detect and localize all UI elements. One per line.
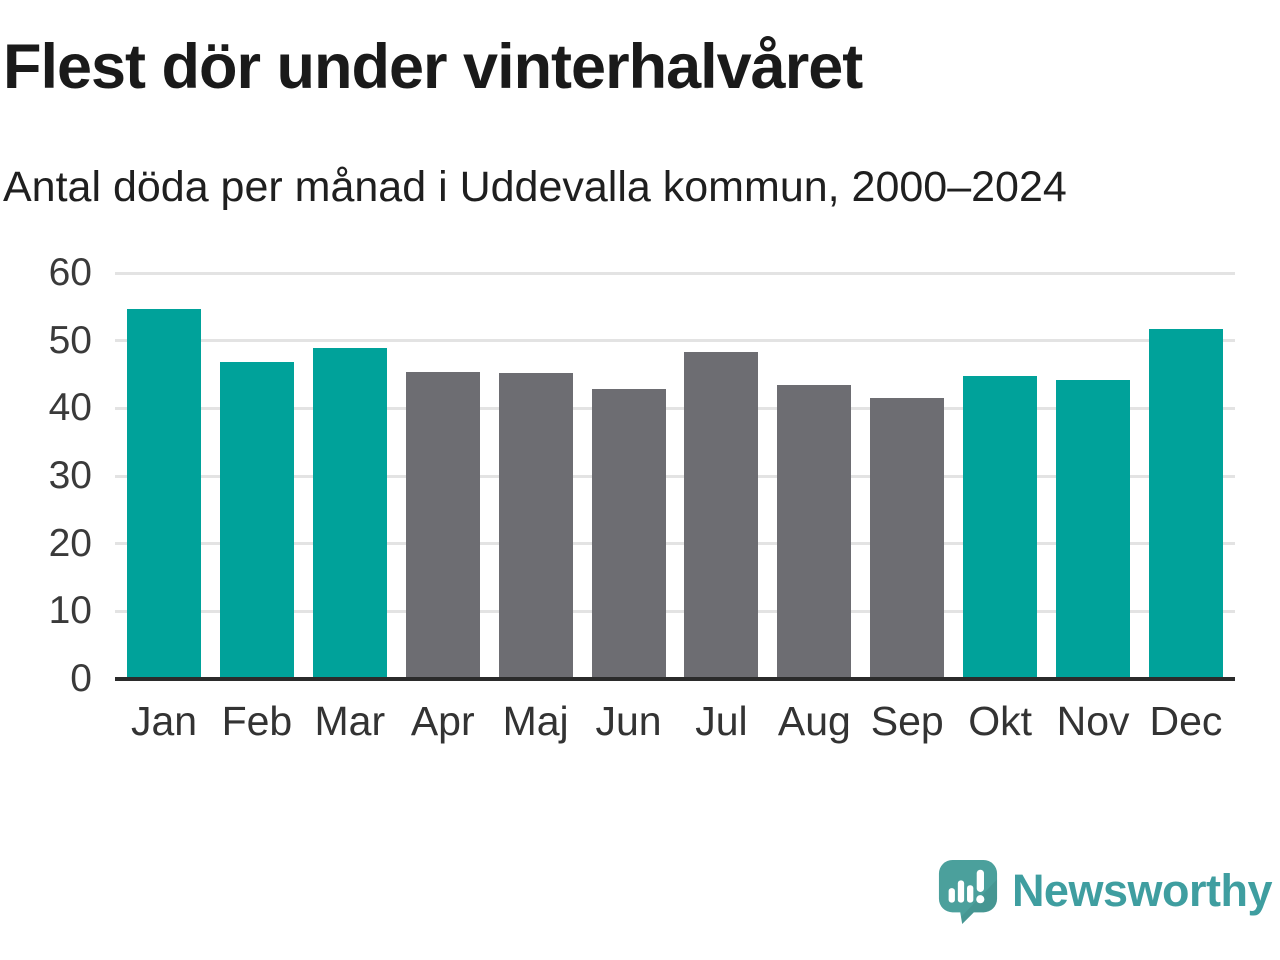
x-tick-label-maj: Maj bbox=[502, 698, 569, 744]
x-axis-line bbox=[115, 677, 1235, 681]
gridline-40 bbox=[115, 406, 1235, 410]
chart-title: Flest dör under vinterhalvåret bbox=[3, 32, 863, 102]
x-tick-label-jun: Jun bbox=[595, 698, 662, 744]
bar-jan bbox=[127, 308, 201, 679]
x-tick-label-mar: Mar bbox=[314, 698, 386, 744]
x-tick-label-dec: Dec bbox=[1149, 698, 1223, 744]
gridline-30 bbox=[115, 474, 1235, 478]
gridline-50 bbox=[115, 339, 1235, 343]
x-tick-label-okt: Okt bbox=[968, 698, 1033, 744]
y-tick-label-0: 0 bbox=[70, 657, 92, 700]
x-tick-label-nov: Nov bbox=[1056, 698, 1130, 744]
bars-container bbox=[115, 273, 1235, 679]
x-tick-label-aug: Aug bbox=[777, 698, 851, 744]
gridline-20 bbox=[115, 542, 1235, 546]
bar-feb bbox=[219, 362, 294, 679]
x-tick-label-jan: Jan bbox=[130, 698, 198, 744]
y-tick-label-60: 60 bbox=[48, 251, 92, 294]
x-tick-label-sep: Sep bbox=[870, 698, 944, 744]
bar-aug bbox=[777, 384, 852, 679]
bar-okt bbox=[963, 375, 1038, 679]
x-tick-label-feb: Feb bbox=[221, 698, 293, 744]
brand-name: Newsworthy bbox=[1011, 865, 1273, 916]
chart-subtitle: Antal döda per månad i Uddevalla kommun,… bbox=[3, 163, 1067, 211]
newsworthy-logo-icon bbox=[937, 858, 999, 924]
bar-nov bbox=[1056, 379, 1131, 679]
bar-apr bbox=[405, 371, 480, 679]
y-tick-label-20: 20 bbox=[48, 521, 92, 565]
x-tick-label-apr: Apr bbox=[410, 698, 475, 744]
bar-dec bbox=[1148, 329, 1223, 679]
brand-lockup: Newsworthy bbox=[937, 858, 1273, 924]
y-tick-label-50: 50 bbox=[48, 318, 92, 362]
gridline-10 bbox=[115, 609, 1235, 613]
plot-area bbox=[115, 271, 1235, 681]
bar-jun bbox=[591, 388, 666, 679]
y-axis-labels: 0 10 20 30 40 50 60 bbox=[0, 251, 92, 700]
x-tick-label-jul: Jul bbox=[695, 698, 748, 744]
y-tick-label-30: 30 bbox=[48, 454, 92, 497]
bar-mar bbox=[312, 348, 387, 679]
y-tick-label-10: 10 bbox=[48, 589, 92, 633]
gridline-60 bbox=[115, 271, 1235, 275]
bar-maj bbox=[498, 373, 573, 679]
x-axis-labels: Jan Feb Mar Apr Maj Jun Jul Aug Sep Okt Nov Dec bbox=[115, 698, 1235, 745]
y-tick-label-40: 40 bbox=[48, 386, 92, 430]
bar-jul bbox=[684, 351, 759, 679]
bar-sep bbox=[870, 398, 945, 679]
